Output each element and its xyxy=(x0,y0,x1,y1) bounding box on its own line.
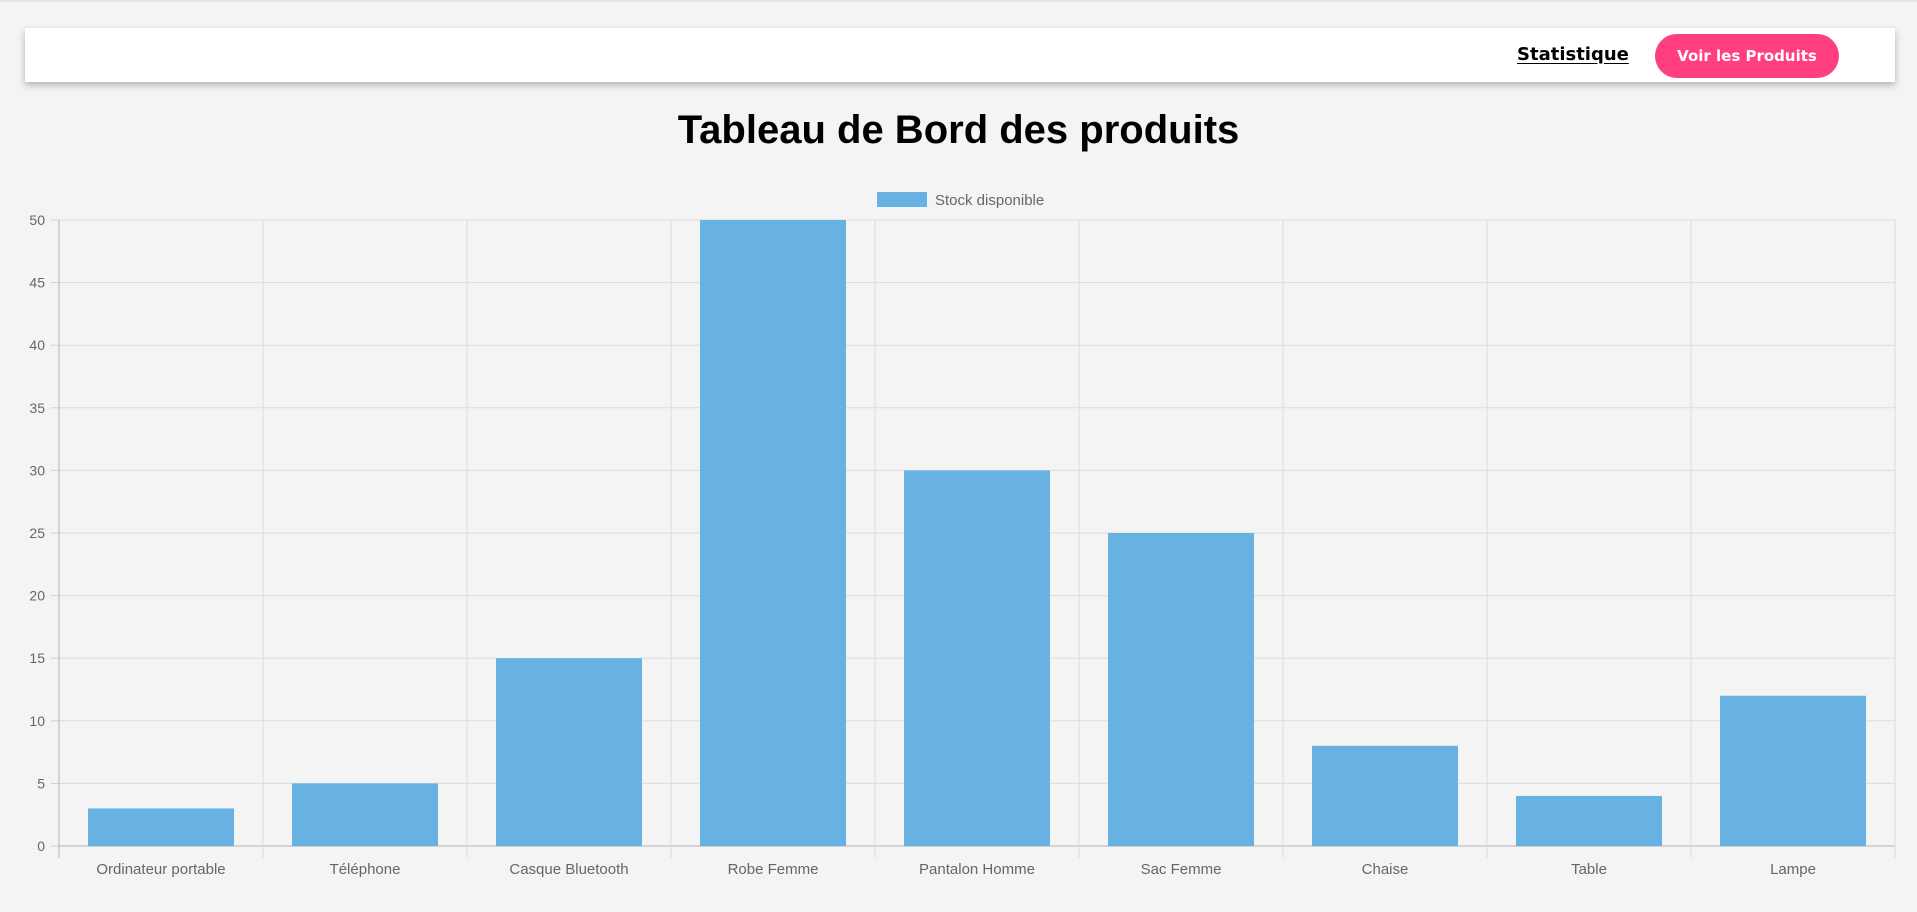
y-tick-label: 20 xyxy=(29,588,45,604)
bar xyxy=(1720,695,1866,846)
page-title: Tableau de Bord des produits xyxy=(677,108,1240,152)
nav-link-statistique[interactable]: Statistique xyxy=(1517,44,1629,65)
bar xyxy=(700,220,846,846)
stock-bar-chart: 0 5 10 15 20 25 30 35 40 45 50 Ordinateur portable T… xyxy=(29,192,1896,878)
bar xyxy=(496,658,642,846)
y-tick-label: 15 xyxy=(29,650,45,666)
bar xyxy=(1516,795,1662,846)
y-tick-label: 30 xyxy=(29,462,45,478)
bar xyxy=(292,783,438,846)
top-border xyxy=(0,0,1917,2)
y-tick-label: 0 xyxy=(37,838,45,854)
x-tick-label: Sac Femme xyxy=(1141,861,1222,878)
bar xyxy=(1312,745,1458,846)
navbar: Statistique Voir les Produits xyxy=(25,28,1895,82)
bar xyxy=(904,470,1050,846)
y-tick-label: 25 xyxy=(29,525,45,541)
bar xyxy=(1108,533,1254,846)
y-tick-label: 35 xyxy=(29,400,45,416)
y-tick-label: 10 xyxy=(29,713,45,729)
x-tick-label: Casque Bluetooth xyxy=(509,861,628,878)
y-tick-label: 40 xyxy=(29,337,45,353)
x-tick-label: Robe Femme xyxy=(728,861,819,878)
legend-label: Stock disponible xyxy=(935,192,1044,209)
x-tick-label: Lampe xyxy=(1770,861,1816,878)
x-tick-label: Chaise xyxy=(1362,861,1409,878)
bar xyxy=(88,808,234,846)
x-tick-label: Téléphone xyxy=(330,861,401,878)
x-tick-label: Table xyxy=(1571,861,1607,878)
view-products-button[interactable]: Voir les Produits xyxy=(1655,34,1839,78)
y-tick-label: 5 xyxy=(37,775,45,791)
y-tick-label: 45 xyxy=(29,275,45,291)
x-tick-label: Pantalon Homme xyxy=(919,861,1035,878)
y-tick-label: 50 xyxy=(29,212,45,228)
legend-swatch xyxy=(877,192,927,207)
x-tick-label: Ordinateur portable xyxy=(96,861,225,878)
